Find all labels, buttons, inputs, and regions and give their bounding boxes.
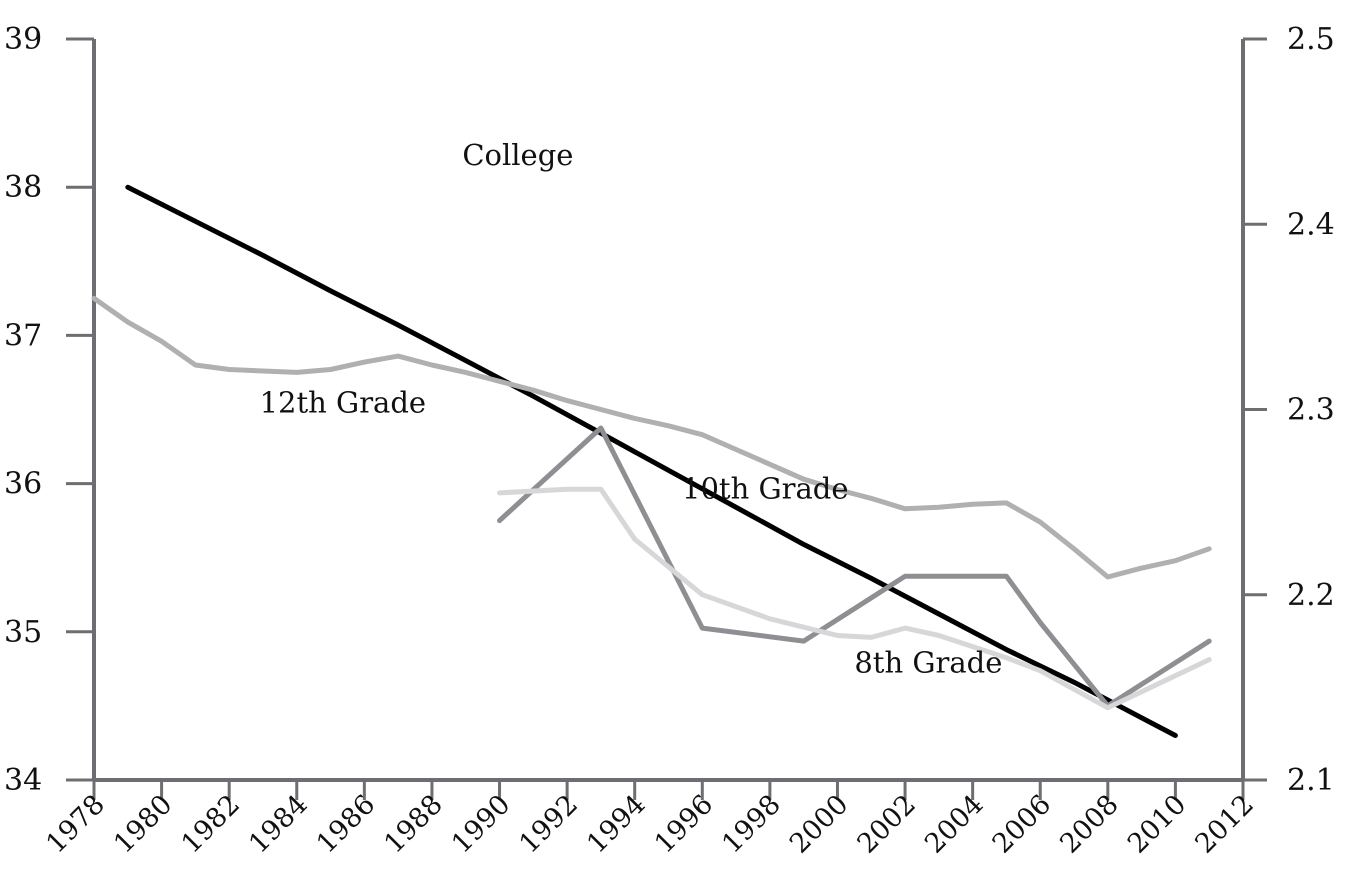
x-tick-label: 1982 bbox=[176, 789, 247, 860]
series-line-college bbox=[125, 184, 1178, 738]
axes: 3435363738392.12.22.32.42.51978198019821… bbox=[4, 22, 1335, 860]
x-tick-label: 2010 bbox=[1122, 789, 1193, 860]
series-line-8th-grade bbox=[497, 486, 1212, 711]
x-tick-label: 2004 bbox=[919, 789, 990, 860]
series-line-12th-grade bbox=[91, 295, 1212, 580]
series-label-12th-grade: 12th Grade bbox=[260, 385, 427, 419]
y-tick-label-left: 35 bbox=[4, 615, 42, 650]
x-tick-label: 1984 bbox=[243, 789, 314, 860]
series-label-10th-grade: 10th Grade bbox=[682, 471, 849, 505]
x-tick-label: 2012 bbox=[1189, 789, 1260, 860]
x-tick-label: 2002 bbox=[851, 789, 922, 860]
x-tick-label: 2008 bbox=[1054, 789, 1125, 860]
series-line-10th-grade bbox=[497, 425, 1212, 709]
x-tick-label: 1990 bbox=[446, 789, 517, 860]
y-tick-label-right: 2.1 bbox=[1287, 763, 1335, 798]
x-tick-label: 1978 bbox=[40, 789, 111, 860]
y-tick-label-left: 38 bbox=[4, 170, 42, 205]
series-label-8th-grade: 8th Grade bbox=[854, 646, 1002, 680]
series-label-college: College bbox=[462, 138, 573, 172]
y-tick-label-left: 39 bbox=[4, 22, 42, 57]
x-tick-label: 1988 bbox=[378, 789, 449, 860]
x-tick-label: 1994 bbox=[581, 789, 652, 860]
x-tick-label: 1992 bbox=[514, 789, 585, 860]
y-tick-label-left: 36 bbox=[4, 467, 42, 502]
x-tick-label: 2006 bbox=[987, 789, 1058, 860]
y-tick-label-right: 2.2 bbox=[1287, 578, 1335, 613]
x-tick-label: 1986 bbox=[311, 789, 382, 860]
x-tick-label: 2000 bbox=[784, 789, 855, 860]
series-labels: College 12th Grade 10th Grade 8th Grade bbox=[260, 138, 1003, 680]
y-tick-label-right: 2.3 bbox=[1287, 393, 1335, 428]
x-tick-label: 1998 bbox=[716, 789, 787, 860]
y-tick-label-left: 37 bbox=[4, 318, 42, 353]
x-tick-label: 1996 bbox=[649, 789, 720, 860]
series-layer bbox=[91, 184, 1212, 738]
x-tick-label: 1980 bbox=[108, 789, 179, 860]
y-tick-label-right: 2.5 bbox=[1287, 22, 1335, 57]
y-tick-label-left: 34 bbox=[4, 763, 42, 798]
y-tick-label-right: 2.4 bbox=[1287, 207, 1335, 242]
